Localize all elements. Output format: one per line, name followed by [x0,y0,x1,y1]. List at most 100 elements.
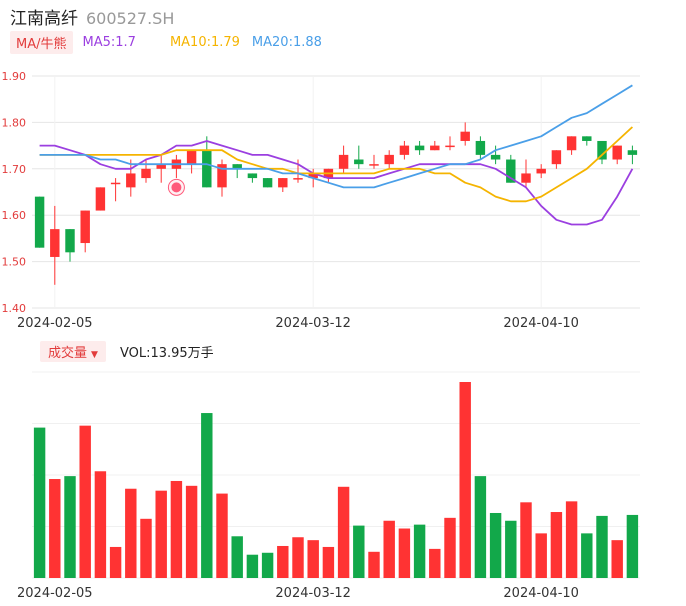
y-tick-label: 1.40 [2,302,27,315]
volume-bar [337,486,350,578]
volume-legend: 成交量 ▼ VOL:13.95万手 [40,340,214,362]
ma20-label: MA20:1.88 [251,34,322,50]
candle-body [95,187,106,211]
volume-bar [216,493,228,578]
ma10-label: MA10:1.79 [169,34,240,50]
stock-code: 600527.SH [86,9,175,28]
ma5-label: MA5:1.7 [82,34,136,50]
x-tick-label: 2024-02-05 [17,316,93,331]
volume-bar [581,533,593,578]
candle-body [110,182,121,185]
volume-bar [49,479,61,578]
x-tick-label: 2024-02-05 [17,586,93,601]
volume-bar [459,382,471,578]
volume-bar [64,476,76,578]
candle-body [445,145,455,148]
volume-bar [292,537,304,578]
candle-body [384,154,394,165]
volume-bar [413,524,426,578]
y-tick-label: 1.70 [2,163,27,176]
volume-bar [246,554,259,578]
y-tick-label: 1.80 [2,116,27,129]
stock-name: 江南高纤 [10,9,78,29]
volume-bar [201,413,213,578]
volume-bar [611,540,623,578]
volume-bar [109,546,122,578]
candle-body [536,168,546,174]
volume-bar [185,485,198,578]
candle-body [65,229,75,253]
y-tick-label: 1.50 [2,256,27,269]
candle-body [278,178,288,188]
candle-body [202,150,212,188]
volume-bar [140,518,152,578]
volume-bar [368,551,380,578]
candle-body [597,140,607,160]
candle-body [126,173,136,188]
candle-body [186,150,197,165]
volume-bar [626,514,639,578]
volume-bar [429,548,441,578]
candle-body [34,196,45,248]
candle-body [50,229,60,257]
candle-body [262,178,273,188]
candle-body [627,150,638,155]
candle-body [293,178,303,180]
volume-bar [155,490,167,578]
candle-body [308,173,318,179]
x-tick-label: 2024-04-10 [503,586,579,601]
volume-bar [79,425,91,578]
candle-body [369,164,379,166]
candle-body [232,164,242,169]
volume-value: VOL:13.95万手 [119,345,214,361]
candle-body [141,168,151,179]
caret-down-icon: ▼ [91,349,98,360]
volume-bar [550,512,563,578]
volume-bar [489,512,502,578]
candle-body [506,159,516,183]
ma-legend: MA/牛熊 MA5:1.7 MA10:1.79 MA20:1.88 [10,30,334,54]
candle-body [430,145,440,151]
candle-body [490,154,501,160]
ma20-line [39,84,633,189]
candle-body [80,210,90,244]
volume-bar [307,540,319,578]
volume-bar [353,525,365,578]
volume-bar [322,546,335,578]
volume-bar [33,427,46,578]
candle-body [338,154,349,169]
stock-header: 江南高纤 600527.SH [10,4,175,29]
ma-toggle-button[interactable]: MA/牛熊 [10,30,73,54]
volume-toggle-button[interactable]: 成交量 ▼ [40,340,106,362]
candle-body [475,140,486,155]
candle-body [217,164,227,188]
volume-bar [231,536,243,578]
ma10-line [39,126,634,203]
volume-bar [383,520,395,578]
candle-body [551,150,562,165]
candle-body [521,173,531,183]
volume-bar [474,476,487,578]
volume-bar [94,471,107,578]
volume-bar [277,545,289,578]
x-tick-label: 2024-03-12 [275,586,351,601]
volume-bar [565,501,578,578]
volume-bar [261,552,274,578]
candle-body [566,136,577,151]
volume-bar [398,528,411,578]
volume-bar [596,515,608,578]
candle-body [414,145,425,151]
volume-bar [170,480,183,578]
candle-body [156,164,166,169]
candle-body [247,173,258,179]
y-tick-label: 1.60 [2,209,27,222]
candle-body [399,145,410,155]
bull-marker-dot [171,182,182,193]
volume-bar [535,533,547,578]
volume-bar [444,517,456,578]
candle-body [460,131,470,141]
x-tick-label: 2024-03-12 [275,316,351,331]
candle-body [354,159,364,165]
volume-toggle-label: 成交量 [48,345,88,361]
